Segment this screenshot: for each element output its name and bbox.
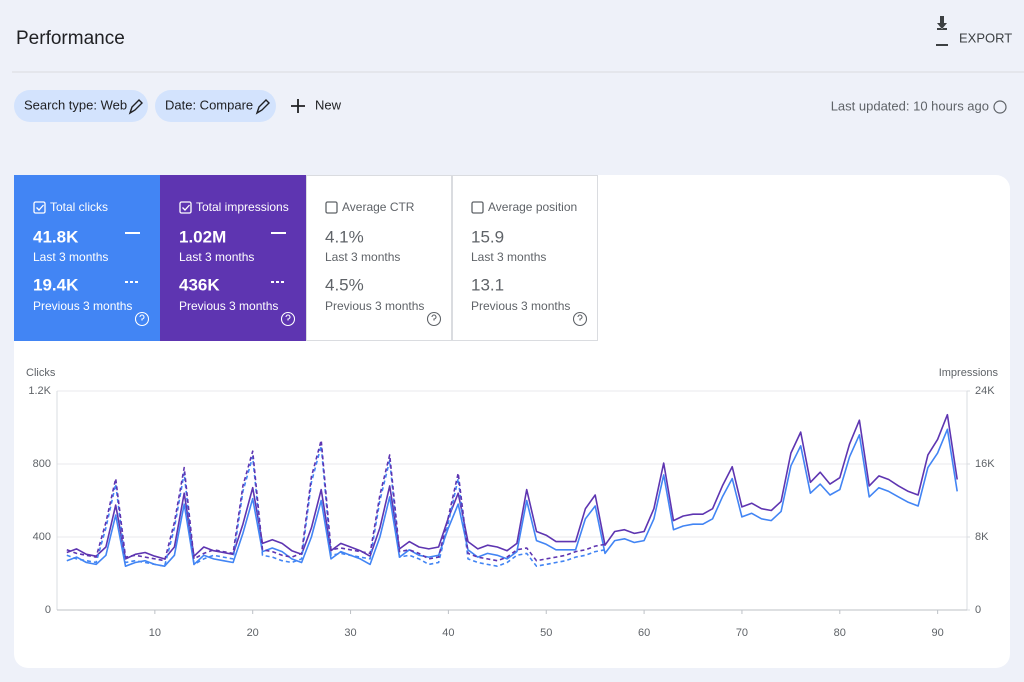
x-tick-label: 60 [638, 627, 650, 639]
metric-previous: 19.4K [33, 275, 79, 294]
x-tick-label: 90 [932, 627, 944, 639]
export-label[interactable]: EXPORT [959, 30, 1012, 45]
metric-current: 41.8K [33, 227, 79, 246]
x-tick-label: 40 [442, 627, 454, 639]
help-icon [134, 311, 150, 327]
checkmark [36, 204, 44, 211]
checkmark [182, 204, 190, 211]
y2-tick-label: 0 [975, 604, 981, 616]
new-label[interactable]: New [315, 97, 342, 112]
metric-previous: 436K [179, 275, 220, 294]
help-icon [572, 311, 588, 327]
chip-bg[interactable] [14, 90, 148, 122]
metric-card[interactable]: Average CTR 4.1% Last 3 months 4.5% Previous… [306, 175, 452, 341]
export-button[interactable]: EXPORT [936, 16, 1012, 46]
metric-previous: 13.1 [471, 275, 504, 294]
card-bg [160, 175, 306, 341]
current-period: Last 3 months [33, 250, 108, 264]
metric-current: 4.1% [325, 227, 364, 246]
y2-tick-label: 24K [975, 385, 995, 397]
series-line [66, 439, 606, 562]
help-icon [280, 311, 296, 327]
x-tick-label: 80 [834, 627, 846, 639]
card-bg [452, 175, 598, 341]
previous-period: Previous 3 months [325, 299, 424, 313]
y-tick-label: 800 [33, 458, 51, 470]
checkbox [33, 201, 46, 214]
metric-label: Average position [488, 200, 577, 214]
x-tick-label: 20 [247, 627, 259, 639]
metric-card[interactable]: Total impressions 1.02M Last 3 months 436K P… [160, 175, 306, 341]
y-tick-label: 400 [33, 531, 51, 543]
metric-label: Average CTR [342, 200, 415, 214]
metric-current: 1.02M [179, 227, 226, 246]
checkbox [471, 201, 484, 214]
help-mark [139, 314, 145, 321]
y-axis-title: Clicks [26, 367, 56, 379]
current-period: Last 3 months [325, 250, 400, 264]
metric-card[interactable]: Average position 15.9 Last 3 months 13.1 Pre… [452, 175, 598, 341]
current-period: Last 3 months [471, 250, 546, 264]
chip-bg[interactable] [155, 90, 276, 122]
filter-chip[interactable]: Search type: Web [14, 90, 148, 122]
edit-icon [255, 99, 270, 115]
edit-icon [128, 99, 143, 115]
series-line [66, 428, 958, 567]
help-icon [426, 311, 442, 327]
card-bg [14, 175, 160, 341]
checkbox [179, 201, 192, 214]
checkbox [325, 201, 338, 214]
metric-previous: 4.5% [325, 275, 364, 294]
series-line [66, 445, 606, 567]
previous-period: Previous 3 months [33, 299, 132, 313]
y2-tick-label: 8K [975, 531, 989, 543]
plus-icon [291, 99, 305, 113]
y2-axis-title: Impressions [939, 367, 999, 379]
current-period: Last 3 months [179, 250, 254, 264]
metric-label: Total impressions [196, 200, 289, 214]
previous-period: Previous 3 months [179, 299, 278, 313]
export-icon [937, 16, 947, 30]
metric-current: 15.9 [471, 227, 504, 246]
help-mark [577, 314, 583, 321]
help-mark [431, 314, 437, 321]
page-title: Performance [16, 28, 125, 49]
x-tick-label: 50 [540, 627, 552, 639]
help-icon[interactable] [993, 100, 1007, 114]
previous-period: Previous 3 months [471, 299, 570, 313]
card-bg [306, 175, 452, 341]
metric-card[interactable]: Total clicks 41.8K Last 3 months 19.4K Previ… [14, 175, 160, 341]
chip-label[interactable]: Date: Compare [165, 97, 253, 112]
y-tick-label: 0 [45, 604, 51, 616]
last-updated: Last updated: 10 hours ago [831, 98, 989, 113]
x-tick-label: 10 [149, 627, 161, 639]
metric-cards: Total clicks 41.8K Last 3 months 19.4K Previ… [14, 175, 598, 341]
y2-tick-label: 16K [975, 458, 995, 470]
y-tick-label: 1.2K [28, 385, 51, 397]
new-filter[interactable]: New [291, 97, 342, 113]
x-tick-label: 30 [344, 627, 356, 639]
x-tick-label: 70 [736, 627, 748, 639]
help-mark [285, 314, 291, 321]
export-icon-base [936, 44, 948, 46]
filter-chip[interactable]: Date: Compare [155, 90, 276, 122]
metric-label: Total clicks [50, 200, 108, 214]
chart: Clicks Impressions 0 400 800 1.2K 0 8K 16K 24K 10 2… [26, 367, 999, 639]
chip-label[interactable]: Search type: Web [24, 97, 127, 112]
series-line [66, 413, 958, 560]
